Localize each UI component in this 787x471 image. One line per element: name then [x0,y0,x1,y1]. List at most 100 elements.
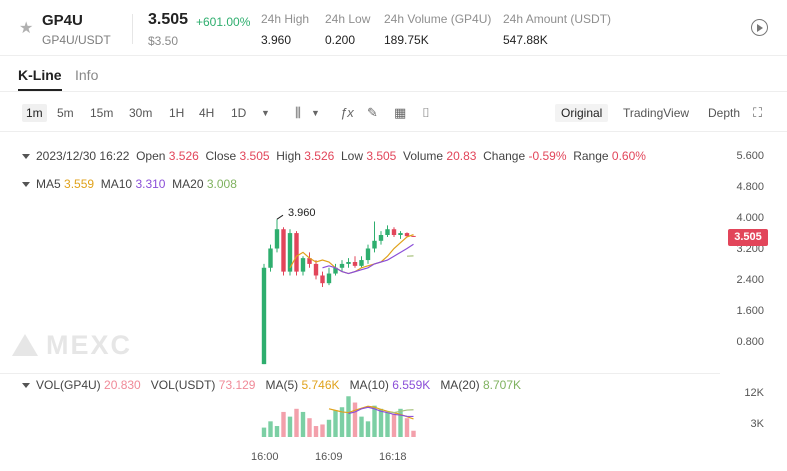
indicator-fx-icon[interactable]: ƒx [340,105,354,120]
low-value: 3.505 [366,149,397,163]
vol-ma5-label: MA(5) [265,378,299,392]
candle-body [378,235,384,241]
candle-body [404,233,410,237]
interval-4h[interactable]: 4H [199,106,215,120]
candle-body [391,229,397,236]
camera-icon[interactable]: ⌷ [422,105,430,120]
mexc-watermark: MEXC [12,330,132,361]
volume-bar [294,408,299,437]
view-depth[interactable]: Depth [708,106,741,120]
candle-body [287,233,293,272]
tab-kline[interactable]: K-Line [18,67,62,91]
volume-bar [385,411,390,437]
tab-info[interactable]: Info [75,67,99,83]
watermark-text: MEXC [46,330,133,360]
vol-ma10-value: 6.559K [392,378,431,392]
volume-bar [320,424,325,437]
collapse-caret-icon[interactable] [22,383,30,389]
close-value: 3.505 [239,149,270,163]
vol-ma10-label: MA(10) [349,378,389,392]
vol-usdt-value: 73.129 [218,378,256,392]
price-usd: $3.50 [148,34,179,48]
trading-pair: GP4U/USDT [42,33,111,47]
play-icon[interactable] [751,19,768,36]
candle-body [281,229,286,272]
interval-1h[interactable]: 1H [169,106,185,120]
candle-type-icon[interactable]: ⫼ [295,105,301,120]
candle-body [411,235,416,237]
high-marker-label: 3.960 [288,207,316,219]
interval-1d[interactable]: 1D [231,106,247,120]
candle-body [333,267,338,274]
volume-bar [372,405,377,437]
candle-type-chevron-down-icon[interactable]: ▼ [311,108,320,118]
candle-body [294,233,299,272]
volume-bar [287,416,293,437]
ma5-value: 3.559 [64,177,95,191]
candle-body [261,267,267,365]
candle-datetime: 2023/12/30 16:22 [36,149,130,163]
ohlc-info-line: 2023/12/30 16:22 Open 3.526 Close 3.505 … [22,149,646,163]
range-value: 0.60% [611,149,646,163]
mexc-logo-icon [12,334,38,356]
collapse-caret-icon[interactable] [22,154,30,160]
current-price-tag: 3.505 [728,229,768,246]
vol-ma20-label: MA(20) [440,378,480,392]
candle-body [300,258,306,272]
interval-1m[interactable]: 1m [22,104,47,122]
range-label: Range [573,149,609,163]
open-value: 3.526 [168,149,199,163]
draw-pencil-icon[interactable]: ✎ [367,105,378,120]
candle-body [313,263,319,276]
volume-bar [261,427,267,437]
last-price: 3.505 [148,11,189,28]
ma5-line [289,234,414,275]
view-tradingview[interactable]: TradingView [623,106,690,120]
price-axis-tick: 2.400 [736,274,764,286]
volume-label: Volume [403,149,444,163]
collapse-caret-icon[interactable] [22,182,30,188]
ma10-line [322,243,414,275]
change-label: Change [483,149,526,163]
vol-ma20-value: 8.707K [483,378,522,392]
vol-axis-tick: 12K [744,387,764,399]
volume-bar [359,416,364,437]
stat-24h-amount-label: 24h Amount (USDT) [503,12,612,26]
interval-15m[interactable]: 15m [90,106,114,120]
open-label: Open [136,149,166,163]
vol-gp4u-label: VOL(GP4U) [36,378,101,392]
volume-bar [352,402,358,437]
candle-body [339,263,345,268]
candle-body [268,248,273,268]
vol-ma5-value: 5.746K [301,378,340,392]
vol-info-line: VOL(GP4U) 20.830 VOL(USDT) 73.129 MA(5) … [22,378,521,392]
volume-bar [307,418,312,437]
volume-bar [398,408,403,437]
interval-dropdown-chevron-down-icon[interactable]: ▼ [261,108,270,118]
volume-bar [339,407,345,437]
candle-body [307,258,312,264]
interval-30m[interactable]: 30m [129,106,153,120]
pane-divider [0,373,720,374]
price-axis-tick: 0.800 [736,336,764,348]
volume-bar [404,418,410,437]
view-original[interactable]: Original [555,104,609,122]
stat-24h-low-value: 0.200 [325,33,356,47]
tabs-divider [0,91,787,92]
interval-5m[interactable]: 5m [57,106,74,120]
volume-bar [365,421,371,437]
toolbar-divider [0,131,787,132]
symbol-name: GP4U [42,12,83,29]
volume-value: 20.83 [446,149,477,163]
price-axis-tick: 4.000 [736,212,764,224]
candle-body [320,275,325,284]
vol-axis-tick: 3K [750,418,764,430]
stat-24h-high-label: 24h High [261,12,310,26]
layout-grid-icon[interactable]: ▦ [394,105,407,120]
favorite-star-icon[interactable]: ★ [19,20,34,37]
stat-24h-volume-label: 24h Volume (GP4U) [384,12,492,26]
high-marker-pointer [276,214,284,220]
fullscreen-icon[interactable]: ⛶ [753,105,763,120]
price-change-percent: +601.00% [196,15,251,29]
